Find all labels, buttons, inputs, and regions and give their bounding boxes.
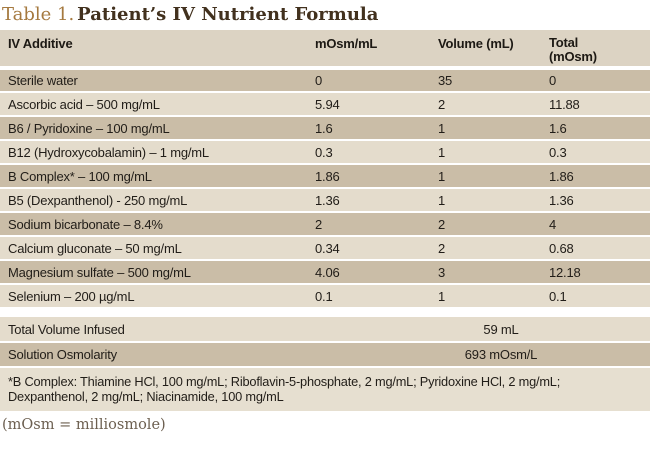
cell-total: 11.88 <box>541 92 650 117</box>
cell-total: 0.3 <box>541 140 650 165</box>
cell-additive: B5 (Dexpanthenol) - 250 mg/mL <box>0 188 307 213</box>
cell-volume: 2 <box>430 212 541 237</box>
cell-mosm: 2 <box>307 212 430 237</box>
cell-total: 0.68 <box>541 236 650 261</box>
table-row: Sterile water 0 35 0 <box>0 68 650 93</box>
cell-volume: 1 <box>430 188 541 213</box>
cell-additive: Selenium – 200 µg/mL <box>0 284 307 309</box>
total-volume-row: Total Volume Infused 59 mL <box>0 317 650 343</box>
table-title: Table 1. Patient’s IV Nutrient Formula <box>0 0 650 30</box>
document-page: Table 1. Patient’s IV Nutrient Formula IV… <box>0 0 650 433</box>
cell-volume: 1 <box>430 140 541 165</box>
table-row: B6 / Pyridoxine – 100 mg/mL 1.6 1 1.6 <box>0 116 650 141</box>
footnote-line-1: *B Complex: Thiamine HCl, 100 mg/mL; Rib… <box>8 374 561 389</box>
cell-total: 1.6 <box>541 116 650 141</box>
cell-total: 0.1 <box>541 284 650 309</box>
table-row: Calcium gluconate – 50 mg/mL 0.34 2 0.68 <box>0 236 650 261</box>
cell-additive: Ascorbic acid – 500 mg/mL <box>0 92 307 117</box>
iv-nutrient-table: IV Additive mOsm/mL Volume (mL) Total (m… <box>0 30 650 309</box>
table-row: Ascorbic acid – 500 mg/mL 5.94 2 11.88 <box>0 92 650 117</box>
cell-volume: 2 <box>430 236 541 261</box>
cell-mosm: 1.86 <box>307 164 430 189</box>
col-header-additive: IV Additive <box>0 30 307 70</box>
cell-total: 4 <box>541 212 650 237</box>
summary-value: 59 mL <box>307 317 650 343</box>
cell-mosm: 1.6 <box>307 116 430 141</box>
cell-mosm: 0 <box>307 68 430 93</box>
solution-osmolarity-row: Solution Osmolarity 693 mOsm/L <box>0 342 650 368</box>
summary-value: 693 mOsm/L <box>307 342 650 368</box>
table-number-label: Table 1. <box>2 4 75 25</box>
cell-additive: Calcium gluconate – 50 mg/mL <box>0 236 307 261</box>
header-row: IV Additive mOsm/mL Volume (mL) Total (m… <box>0 30 650 70</box>
cell-additive: Magnesium sulfate – 500 mg/mL <box>0 260 307 285</box>
col-header-total: Total (mOsm) <box>541 30 650 70</box>
table-row: Magnesium sulfate – 500 mg/mL 4.06 3 12.… <box>0 260 650 285</box>
table-footnote: *B Complex: Thiamine HCl, 100 mg/mL; Rib… <box>0 368 650 411</box>
cell-mosm: 1.36 <box>307 188 430 213</box>
cell-additive: Sodium bicarbonate – 8.4% <box>0 212 307 237</box>
summary-label: Solution Osmolarity <box>0 342 307 368</box>
cell-volume: 1 <box>430 284 541 309</box>
cell-mosm: 5.94 <box>307 92 430 117</box>
summary-table: Total Volume Infused 59 mL Solution Osmo… <box>0 317 650 368</box>
cell-additive: B6 / Pyridoxine – 100 mg/mL <box>0 116 307 141</box>
cell-volume: 35 <box>430 68 541 93</box>
cell-mosm: 4.06 <box>307 260 430 285</box>
cell-volume: 1 <box>430 164 541 189</box>
cell-additive: Sterile water <box>0 68 307 93</box>
table-title-text: Patient’s IV Nutrient Formula <box>77 4 379 25</box>
table-row: B Complex* – 100 mg/mL 1.86 1 1.86 <box>0 164 650 189</box>
cell-mosm: 0.3 <box>307 140 430 165</box>
cell-volume: 1 <box>430 116 541 141</box>
abbreviation-note: (mOsm = milliosmole) <box>2 417 166 433</box>
cell-additive: B12 (Hydroxycobalamin) – 1 mg/mL <box>0 140 307 165</box>
section-divider <box>0 309 650 317</box>
table-row: Sodium bicarbonate – 8.4% 2 2 4 <box>0 212 650 237</box>
cell-total: 0 <box>541 68 650 93</box>
cell-mosm: 0.34 <box>307 236 430 261</box>
cell-volume: 3 <box>430 260 541 285</box>
cell-total: 1.36 <box>541 188 650 213</box>
cell-mosm: 0.1 <box>307 284 430 309</box>
cell-total: 1.86 <box>541 164 650 189</box>
footnote-line-2: Dexpanthenol, 2 mg/mL; Niacinamide, 100 … <box>8 389 284 404</box>
cell-total: 12.18 <box>541 260 650 285</box>
cell-volume: 2 <box>430 92 541 117</box>
table-row: Selenium – 200 µg/mL 0.1 1 0.1 <box>0 284 650 309</box>
table-row: B5 (Dexpanthenol) - 250 mg/mL 1.36 1 1.3… <box>0 188 650 213</box>
cell-additive: B Complex* – 100 mg/mL <box>0 164 307 189</box>
summary-label: Total Volume Infused <box>0 317 307 343</box>
col-header-mosm-per-ml: mOsm/mL <box>307 30 430 70</box>
table-row: B12 (Hydroxycobalamin) – 1 mg/mL 0.3 1 0… <box>0 140 650 165</box>
col-header-volume: Volume (mL) <box>430 30 541 70</box>
